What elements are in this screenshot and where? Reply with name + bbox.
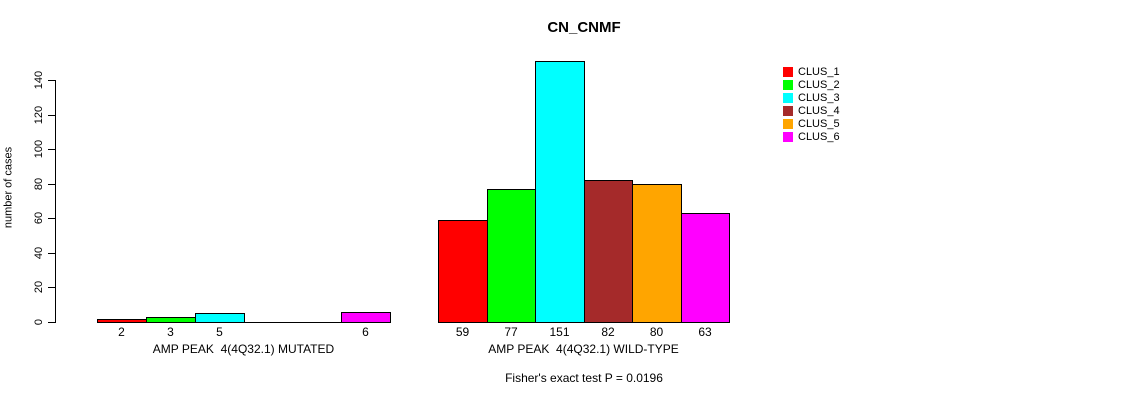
y-axis-tick-label: 80 xyxy=(33,177,45,191)
fisher-test-annotation: Fisher's exact test P = 0.0196 xyxy=(505,371,663,385)
legend-item-label: CLUS_6 xyxy=(798,131,840,143)
legend-item-clus_2: CLUS_2 xyxy=(783,79,840,91)
y-axis-tick xyxy=(48,149,55,150)
legend-item-clus_3: CLUS_3 xyxy=(783,92,840,104)
bar-value-label: 3 xyxy=(167,325,174,339)
y-axis-tick-label: 40 xyxy=(33,246,45,260)
bar-clus_6-group0 xyxy=(341,312,391,323)
legend-swatch-icon xyxy=(783,80,793,90)
y-axis-line xyxy=(55,80,56,323)
y-axis-tick-label: 100 xyxy=(33,139,45,159)
legend-swatch-icon xyxy=(783,93,793,103)
legend-swatch-icon xyxy=(783,106,793,116)
bar-clus_5-group1 xyxy=(632,184,682,323)
chart-title: CN_CNMF xyxy=(547,19,621,36)
bar-clus_1-group1 xyxy=(438,220,488,323)
y-axis-label: number of cases xyxy=(2,146,15,229)
legend-item-clus_6: CLUS_6 xyxy=(783,131,840,143)
y-axis-tick xyxy=(48,115,55,116)
legend-swatch-icon xyxy=(783,132,793,142)
legend-item-label: CLUS_3 xyxy=(798,92,840,104)
legend-swatch-icon xyxy=(783,119,793,129)
legend-item-clus_4: CLUS_4 xyxy=(783,105,840,117)
bar-clus_2-group1 xyxy=(487,189,536,323)
legend-swatch-icon xyxy=(783,67,793,77)
y-axis-tick-label: 60 xyxy=(33,211,45,225)
bar-value-label: 82 xyxy=(601,325,615,339)
y-axis-tick xyxy=(48,287,55,288)
y-axis-tick xyxy=(48,322,55,323)
y-axis-tick xyxy=(48,80,55,81)
bar-clus_6-group1 xyxy=(681,213,730,323)
legend-item-label: CLUS_5 xyxy=(798,118,840,130)
legend-item-clus_5: CLUS_5 xyxy=(783,118,840,130)
legend-item-label: CLUS_4 xyxy=(798,105,840,117)
bar-clus_4-group1 xyxy=(584,180,633,323)
legend-item-label: CLUS_2 xyxy=(798,79,840,91)
bar-clus_3-group0 xyxy=(195,313,245,323)
bar-clus_2-group0 xyxy=(146,317,196,323)
y-axis-tick xyxy=(48,184,55,185)
y-axis-tick-label: 20 xyxy=(33,280,45,294)
bar-value-label: 59 xyxy=(455,325,470,339)
y-axis-tick-label: 140 xyxy=(33,70,45,90)
legend: CLUS_1 CLUS_2 CLUS_3 CLUS_4 CLUS_5 CLUS_6 xyxy=(783,67,840,145)
bar-clus_3-group1 xyxy=(535,61,585,323)
bar-value-label: 151 xyxy=(549,325,570,339)
bar-value-label: 5 xyxy=(216,325,223,339)
bar-value-label: 63 xyxy=(698,325,712,339)
legend-item-clus_1: CLUS_1 xyxy=(783,66,840,78)
y-axis-tick xyxy=(48,218,55,219)
bar-clus_1-group0 xyxy=(97,319,147,323)
y-axis-tick-label: 0 xyxy=(33,318,45,326)
bar-value-label: 80 xyxy=(649,325,664,339)
bar-value-label: 6 xyxy=(362,325,369,339)
x-group-label-mutated: AMP PEAK 4(4Q32.1) MUTATED xyxy=(152,342,335,356)
y-axis-tick-label: 120 xyxy=(33,105,45,125)
legend-item-label: CLUS_1 xyxy=(798,66,840,78)
x-group-label-wildtype: AMP PEAK 4(4Q32.1) WILD-TYPE xyxy=(488,342,679,356)
bar-value-label: 2 xyxy=(118,325,125,339)
y-axis-tick xyxy=(48,253,55,254)
bar-value-label: 77 xyxy=(504,325,518,339)
